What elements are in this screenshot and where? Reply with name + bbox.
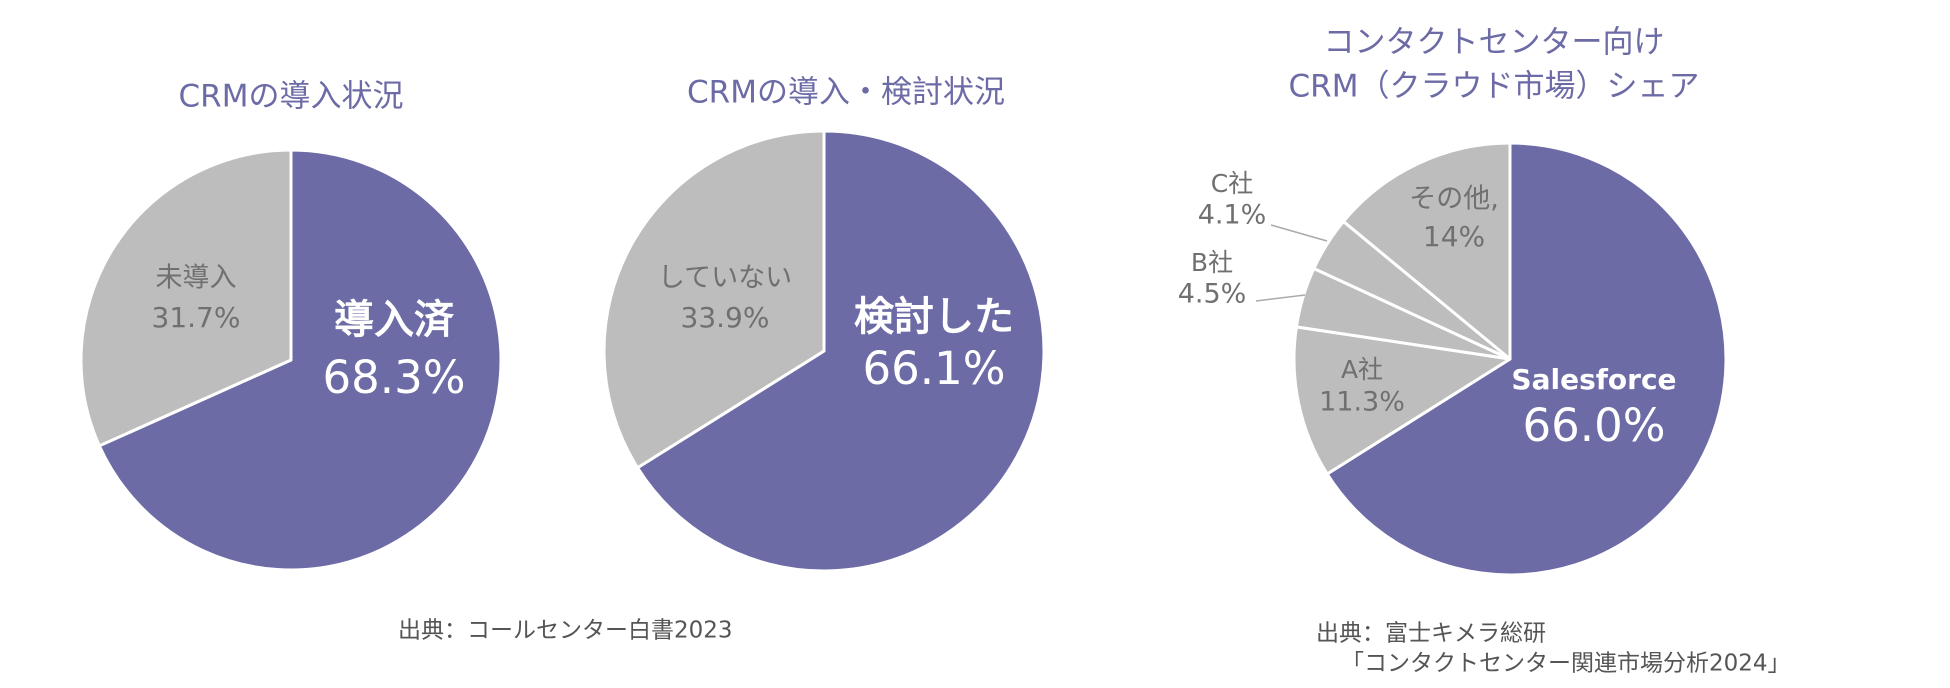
slice-value: 14% bbox=[1423, 220, 1485, 253]
slice-category: していない bbox=[658, 263, 792, 294]
slice-value: 66.1% bbox=[863, 342, 1006, 395]
slice-category: A社 bbox=[1341, 355, 1383, 384]
slice-value: 11.3% bbox=[1319, 387, 1405, 418]
leader-line bbox=[1270, 224, 1328, 242]
pie-slice bbox=[636, 129, 1046, 573]
pie-slice bbox=[602, 129, 826, 470]
chart-title: CRMの導入状況 bbox=[179, 79, 404, 115]
pie-slice bbox=[79, 148, 293, 448]
slice-category: 未導入 bbox=[156, 263, 237, 294]
slice-value: 31.7% bbox=[152, 301, 241, 334]
leader-line bbox=[1255, 294, 1306, 302]
slice-category: 導入済 bbox=[334, 297, 455, 343]
source-note: 「コンタクトセンター関連市場分析2024」 bbox=[1341, 651, 1791, 677]
chart-title: CRM（クラウド市場）シェア bbox=[1289, 69, 1700, 105]
source-note: 出典：富士キメラ総研 bbox=[1316, 621, 1546, 647]
chart-title: コンタクトセンター向け bbox=[1324, 25, 1665, 61]
slice-value: 4.5% bbox=[1178, 279, 1247, 310]
slice-value: 66.0% bbox=[1523, 399, 1666, 452]
pie-slice bbox=[1325, 141, 1728, 577]
slice-category: その他, bbox=[1409, 184, 1499, 215]
slice-value: 68.3% bbox=[323, 351, 466, 404]
pie-slice bbox=[97, 148, 503, 572]
chart-title: CRMの導入・検討状況 bbox=[687, 75, 1005, 111]
source-note: 出典：コールセンター白書2023 bbox=[398, 618, 733, 644]
slice-category: Salesforce bbox=[1511, 363, 1676, 396]
pie-slice bbox=[1341, 141, 1512, 361]
slice-value: 33.9% bbox=[681, 301, 770, 334]
slice-category: 検討した bbox=[854, 294, 1014, 340]
slice-category: B社 bbox=[1191, 248, 1233, 277]
slice-category: C社 bbox=[1211, 169, 1253, 198]
pie-slice bbox=[1292, 325, 1512, 476]
slice-value: 4.1% bbox=[1198, 200, 1267, 231]
